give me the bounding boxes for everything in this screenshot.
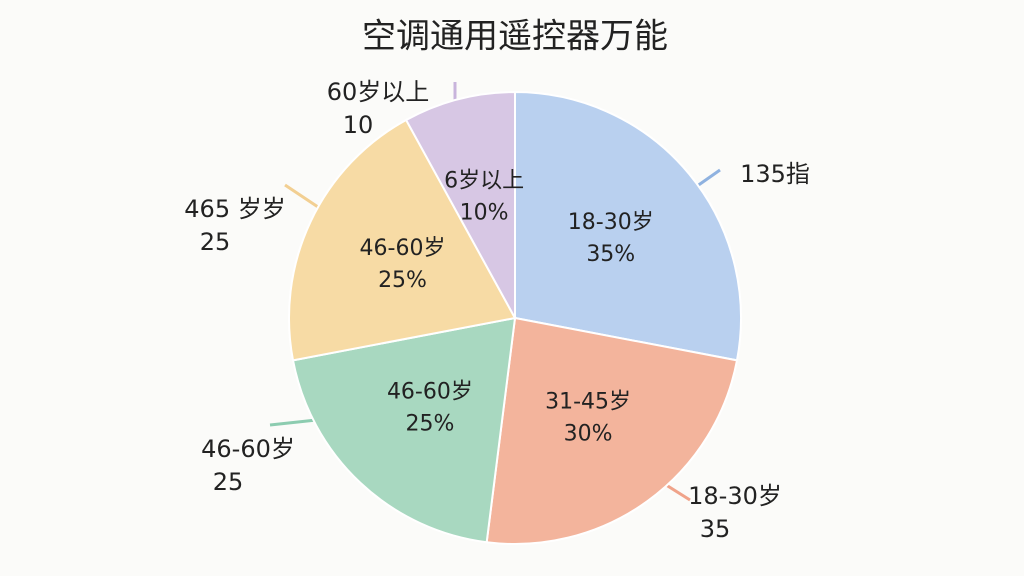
annotation-label: 60岁以上 [327,78,430,106]
slice-value-label: 10% [460,201,509,226]
annotation-value: 25 [213,468,244,496]
annotation-value: 10 [343,111,374,139]
annotation-value: 25 [200,228,231,256]
slice-value-label: 25% [378,268,427,293]
slice-label: 6岁以上 [444,169,524,194]
pie-slice [485,316,739,545]
slice-label: 18-30岁 [568,210,654,235]
annotation-value: 35 [700,515,731,543]
slice-label: 46-60岁 [387,380,473,405]
pie-slice [291,316,517,544]
slice-value-label: 30% [564,422,613,447]
annotation-label: 18-30岁 [688,482,782,510]
slice-value-label: 25% [405,412,454,437]
annotation-label: 135指 [740,160,810,188]
slice-label: 46-60岁 [360,236,446,261]
slice-value-label: 35% [586,242,635,267]
annotation-label: 465 岁岁 [184,195,285,223]
pie-slice [514,90,742,362]
chart-title: 空调通用遥控器万能 [362,17,668,57]
pie-slice [288,118,517,362]
slice-label: 31-45岁 [545,390,631,415]
pie-slice [404,90,516,319]
annotation-label: 46-60岁 [201,435,295,463]
